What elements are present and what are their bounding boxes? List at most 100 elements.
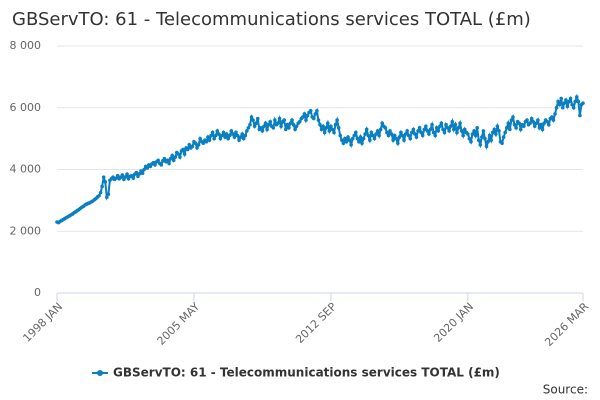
data-point xyxy=(195,146,199,150)
data-point xyxy=(167,161,171,166)
data-point xyxy=(277,116,282,121)
data-point xyxy=(560,105,565,110)
data-point xyxy=(564,98,568,102)
data-point xyxy=(528,121,532,125)
data-point xyxy=(417,126,422,130)
data-point xyxy=(106,192,111,196)
data-point xyxy=(339,138,344,142)
data-point xyxy=(410,130,414,135)
data-point xyxy=(372,136,377,141)
data-point xyxy=(315,109,319,113)
data-point xyxy=(297,119,302,124)
data-point xyxy=(405,129,409,133)
data-point xyxy=(241,136,246,141)
data-point xyxy=(262,124,266,129)
data-point xyxy=(171,158,176,163)
data-point xyxy=(302,112,307,116)
data-point xyxy=(495,124,500,129)
data-point xyxy=(201,141,206,146)
data-point xyxy=(318,122,322,127)
data-point xyxy=(506,121,511,125)
data-point xyxy=(447,129,451,133)
data-point xyxy=(367,138,372,142)
data-point xyxy=(123,175,128,179)
data-point xyxy=(224,132,229,136)
data-point xyxy=(209,133,213,138)
data-point xyxy=(294,124,299,129)
y-tick-label: 6 000 xyxy=(10,101,42,114)
data-point xyxy=(539,122,543,127)
data-point xyxy=(438,124,442,129)
data-point xyxy=(478,143,483,147)
data-point xyxy=(134,170,139,175)
data-point xyxy=(213,133,218,138)
data-point xyxy=(215,129,220,133)
data-point xyxy=(425,129,430,133)
data-point xyxy=(159,163,164,167)
data-point xyxy=(240,132,244,136)
data-point xyxy=(540,127,545,132)
data-point xyxy=(308,109,313,113)
data-point xyxy=(483,136,487,141)
series-line xyxy=(56,93,584,224)
data-point xyxy=(245,129,249,133)
data-point xyxy=(266,122,271,127)
data-point xyxy=(100,184,104,189)
data-point xyxy=(285,122,290,127)
data-point xyxy=(489,138,493,142)
data-point xyxy=(470,132,475,136)
legend-label: GBServTO: 61 - Telecommunications servic… xyxy=(113,366,500,380)
data-point xyxy=(402,138,406,142)
data-point xyxy=(532,124,537,129)
data-point xyxy=(333,122,338,127)
data-point xyxy=(476,138,481,142)
data-point xyxy=(329,124,333,129)
data-point xyxy=(419,130,423,135)
data-point xyxy=(396,141,400,146)
data-point xyxy=(319,127,324,132)
data-point xyxy=(399,130,403,135)
data-point xyxy=(181,147,185,152)
data-point xyxy=(101,175,106,180)
data-point xyxy=(411,127,416,132)
data-point xyxy=(176,152,181,156)
data-point xyxy=(542,121,546,125)
data-point xyxy=(487,133,492,138)
data-point xyxy=(115,173,120,178)
data-point xyxy=(170,153,174,158)
data-point xyxy=(462,127,467,132)
data-point xyxy=(531,119,536,124)
data-point xyxy=(316,118,321,122)
data-point xyxy=(480,135,484,139)
data-point xyxy=(304,118,308,122)
data-point xyxy=(218,136,223,141)
data-point xyxy=(576,99,581,104)
data-point xyxy=(355,136,360,141)
data-point xyxy=(226,136,230,141)
data-point xyxy=(265,127,269,132)
data-point xyxy=(313,112,318,116)
data-point xyxy=(377,133,381,138)
data-point xyxy=(512,122,517,127)
data-point xyxy=(330,127,335,132)
y-tick-label: 4 000 xyxy=(10,163,42,176)
data-point xyxy=(353,130,358,135)
chart-title: GBServTO: 61 - Telecommunications servic… xyxy=(12,9,531,30)
data-point xyxy=(338,133,343,138)
data-point xyxy=(578,113,582,118)
data-point xyxy=(433,133,437,138)
data-point xyxy=(431,130,436,135)
data-point xyxy=(249,115,254,119)
data-point xyxy=(349,143,353,147)
data-point xyxy=(494,132,498,136)
y-tick-label: 2 000 xyxy=(10,224,42,237)
data-point xyxy=(581,101,585,105)
data-point xyxy=(288,121,293,125)
legend: GBServTO: 61 - Telecommunications servic… xyxy=(92,366,500,380)
data-point xyxy=(413,132,417,136)
data-point xyxy=(434,126,439,130)
data-point xyxy=(554,105,559,110)
data-point xyxy=(400,133,405,138)
data-point xyxy=(363,132,367,136)
data-point xyxy=(386,133,391,138)
